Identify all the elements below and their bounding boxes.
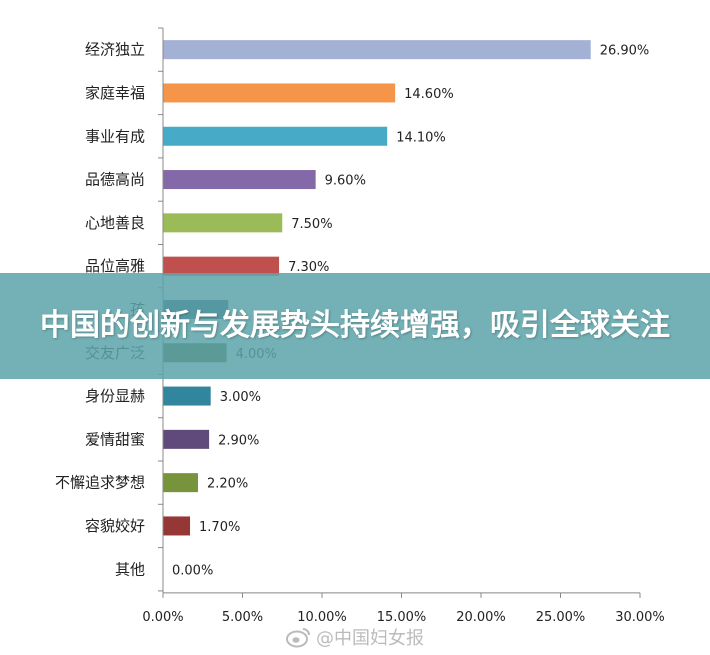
x-tick-label: 10.00% <box>297 610 347 625</box>
watermark-text: @中国妇女报 <box>316 628 424 649</box>
category-label: 容貌姣好 <box>85 517 145 535</box>
category-label: 不懈追求梦想 <box>55 474 145 492</box>
value-label: 2.20% <box>207 477 248 492</box>
bar <box>163 83 396 103</box>
bar <box>163 256 280 276</box>
bar <box>163 386 211 406</box>
value-label: 1.70% <box>199 520 240 535</box>
value-label: 7.50% <box>291 217 332 232</box>
bar <box>163 213 283 233</box>
bar <box>163 429 210 449</box>
value-label: 0.00% <box>172 563 213 578</box>
bar <box>163 473 198 493</box>
weibo-icon <box>286 628 310 648</box>
value-label: 2.90% <box>218 433 259 448</box>
x-tick-label: 25.00% <box>536 610 586 625</box>
value-label: 7.30% <box>288 260 329 275</box>
category-label: 事业有成 <box>85 127 145 145</box>
value-label: 9.60% <box>325 174 366 189</box>
watermark: @中国妇女报 <box>286 624 424 650</box>
headline-banner: 中国的创新与发展势头持续增强，吸引全球关注 <box>0 273 710 379</box>
bar <box>163 516 191 536</box>
headline-text: 中国的创新与发展势头持续增强，吸引全球关注 <box>40 308 670 343</box>
category-label: 品位高雅 <box>85 257 145 275</box>
x-tick-label: 0.00% <box>142 610 183 625</box>
x-tick-label: 5.00% <box>222 610 263 625</box>
x-tick-label: 15.00% <box>377 610 427 625</box>
bar <box>163 170 316 190</box>
category-label: 心地善良 <box>85 214 145 232</box>
value-label: 14.10% <box>396 130 446 145</box>
category-label: 家庭幸福 <box>85 84 145 102</box>
category-label: 爱情甜蜜 <box>85 430 145 448</box>
category-label: 经济独立 <box>85 41 145 59</box>
value-label: 14.60% <box>404 87 454 102</box>
bar <box>163 40 591 60</box>
category-label: 品德高尚 <box>85 171 145 189</box>
x-tick-label: 30.00% <box>615 610 665 625</box>
x-tick-label: 20.00% <box>456 610 506 625</box>
value-label: 26.90% <box>600 44 650 59</box>
bar <box>163 126 388 146</box>
axes-group: 0.00% 5.00% 10.00% 15.00% 20.00% 25.00% 30.00% <box>142 27 665 625</box>
category-label: 其他 <box>115 560 145 578</box>
value-label: 3.00% <box>220 390 261 405</box>
category-label: 身份显赫 <box>85 387 145 405</box>
